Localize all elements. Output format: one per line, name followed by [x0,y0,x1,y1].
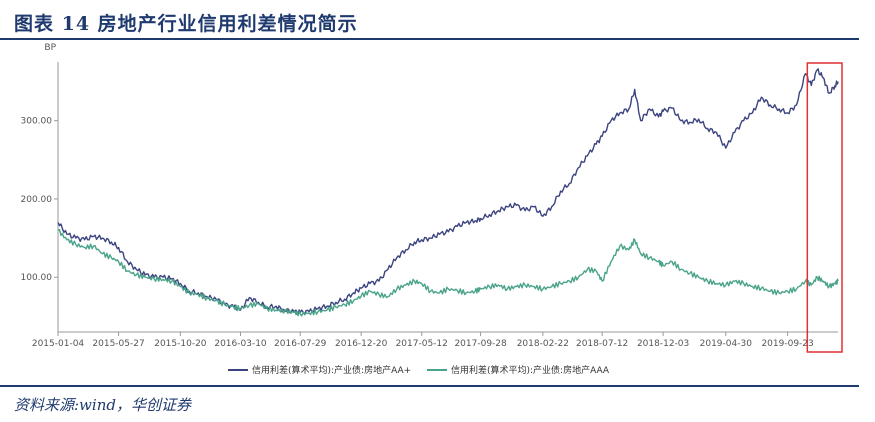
series-line-2 [57,228,839,317]
x-tick-label: 2016-03-10 [214,339,267,349]
x-tick-label: 2015-01-04 [32,339,85,349]
y-tick-label: 100.00 [21,273,53,283]
x-tick-label: 2017-05-12 [396,339,448,349]
source-divider [0,385,859,387]
y-axis-unit-label: BP [44,43,56,53]
chart-legend: 信用利差(算术平均):产业债:房地产AA+ 信用利差(算术平均):产业债:房地产A… [228,364,610,376]
highlight-box [806,62,843,353]
chart-axes: BP 100.00 200.00 300.00 2015-01-04 2015-05-27… [21,43,838,349]
chart-series [57,68,839,317]
x-tick-label: 2016-12-20 [335,339,388,349]
y-tick-label: 200.00 [21,195,53,205]
title-divider [0,38,859,40]
x-tick-label: 2019-09-23 [761,339,813,349]
x-tick-label: 2017-09-28 [454,339,507,349]
figure-title: 图表 14 房地产行业信用利差情况简示 [14,13,358,35]
x-tick-label: 2019-04-30 [700,339,753,349]
chart-highlight [806,62,843,353]
legend-label-1: 信用利差(算术平均):产业债:房地产AA+ [252,364,411,376]
series-line-1 [57,68,839,316]
x-tick-label: 2016-07-29 [274,339,327,349]
figure-source: 资料来源:wind，华创证券 [14,396,191,414]
legend-label-2: 信用利差(算术平均):产业债:房地产AAA [451,364,610,376]
x-tick-label: 2018-07-12 [576,339,628,349]
x-tick-label: 2018-12-03 [637,339,689,349]
x-tick-label: 2018-02-22 [517,339,569,349]
x-tick-label: 2015-10-20 [154,339,207,349]
y-tick-label: 300.00 [21,117,53,127]
x-tick-label: 2015-05-27 [92,339,144,349]
